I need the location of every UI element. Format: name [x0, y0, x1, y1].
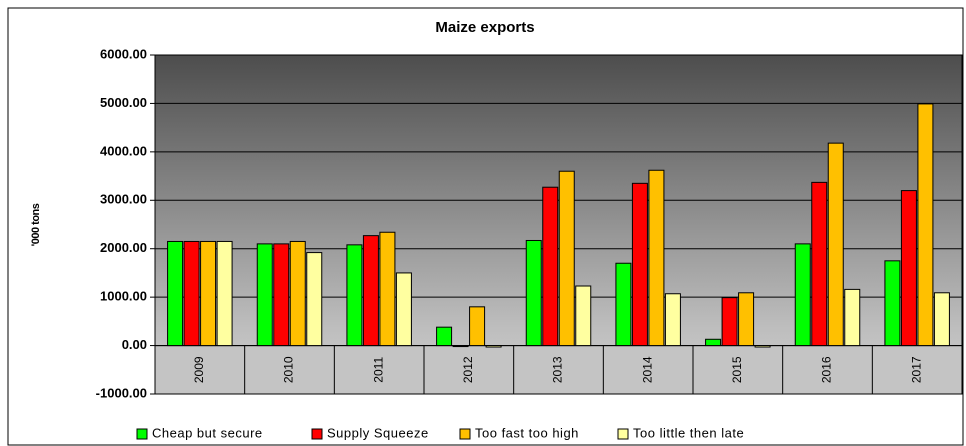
bar	[167, 240, 184, 347]
bar	[827, 142, 844, 347]
bar	[436, 326, 453, 347]
bar	[542, 186, 559, 347]
bar	[183, 240, 200, 347]
legend-swatch	[136, 428, 148, 440]
bar	[379, 231, 396, 347]
y-tick-label: 5000.00	[100, 95, 147, 110]
bar	[900, 190, 917, 347]
bar	[794, 243, 811, 347]
x-tick-label: 2012	[461, 356, 475, 383]
legend-swatch	[459, 428, 471, 440]
bar	[395, 272, 412, 347]
bar	[884, 260, 901, 347]
y-tick-label: 6000.00	[100, 46, 147, 61]
plot-area	[154, 54, 963, 395]
x-tick-label: 2009	[192, 356, 206, 383]
legend-label: Cheap but secure	[152, 425, 263, 440]
x-tick-label: 2011	[371, 357, 385, 383]
x-tick-label: 2010	[282, 356, 296, 383]
bar	[469, 306, 486, 347]
bar	[306, 252, 323, 347]
bar	[738, 292, 755, 347]
bar	[452, 345, 469, 348]
bar	[200, 240, 217, 347]
bar	[362, 235, 379, 347]
x-tick-label: 2014	[640, 356, 654, 383]
y-axis-label: '000 tons	[30, 203, 42, 246]
x-tick-label: 2017	[909, 356, 923, 383]
y-tick-label: 2000.00	[100, 240, 147, 255]
y-tick-label: 4000.00	[100, 143, 147, 158]
bar	[216, 240, 233, 347]
legend-swatch	[617, 428, 629, 440]
x-tick-label: 2016	[820, 356, 834, 383]
x-tick-label: 2013	[551, 356, 565, 383]
legend-swatch	[311, 428, 323, 440]
y-tick-label: 0.00	[122, 337, 147, 352]
bar	[558, 170, 575, 347]
y-tick-label: 3000.00	[100, 192, 147, 207]
bar	[664, 293, 681, 347]
y-tick-label: 1000.00	[100, 289, 147, 304]
bar	[273, 243, 290, 347]
bar	[917, 103, 934, 347]
bar	[525, 239, 542, 347]
bar	[615, 262, 632, 347]
bar	[721, 297, 738, 347]
bar	[485, 345, 502, 348]
bar	[256, 243, 273, 347]
legend-label: Too little then late	[633, 425, 744, 440]
legend-label: Too fast too high	[475, 425, 579, 440]
bar	[575, 285, 592, 347]
bar	[631, 182, 648, 347]
bar	[289, 240, 306, 347]
chart-title: Maize exports	[435, 19, 534, 36]
bar	[811, 181, 828, 347]
bar	[754, 345, 771, 348]
bar	[346, 244, 363, 347]
bar	[844, 288, 861, 347]
bar	[705, 338, 722, 347]
y-tick-label: -1000.00	[96, 385, 147, 400]
legend-label: Supply Squeeze	[327, 425, 429, 440]
x-tick-label: 2015	[730, 356, 744, 383]
bar	[648, 169, 665, 347]
bar	[933, 292, 950, 347]
